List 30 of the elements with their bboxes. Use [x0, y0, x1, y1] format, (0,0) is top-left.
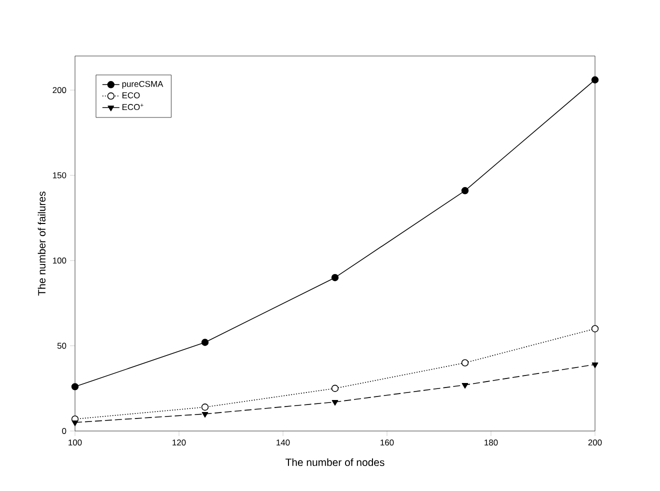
point — [201, 338, 209, 346]
x-tick-label: 140 — [276, 440, 290, 446]
x-tick-label: 200 — [588, 440, 602, 446]
y-axis-title: The number of failures — [38, 192, 46, 296]
point — [202, 412, 208, 418]
x-tick-label: 180 — [484, 440, 498, 446]
point — [201, 404, 209, 411]
x-tick-label: 160 — [380, 440, 394, 446]
x-tick-label: 100 — [68, 440, 82, 446]
y-tick-label: 150 — [52, 172, 66, 178]
point — [71, 383, 79, 390]
point — [332, 400, 338, 406]
point — [461, 187, 469, 194]
point — [331, 384, 339, 392]
point — [461, 359, 469, 366]
point — [592, 362, 598, 368]
y-tick-label: 200 — [52, 87, 66, 94]
legend-label: ECO — [122, 92, 140, 98]
y-tick-label: 100 — [52, 258, 66, 264]
x-tick-label: 120 — [172, 440, 186, 446]
x-axis-title: The number of nodes — [286, 458, 384, 466]
y-tick-label: 0 — [62, 428, 66, 434]
legend-label: pureCSMA — [122, 80, 164, 89]
point — [462, 382, 468, 389]
point — [591, 76, 599, 84]
point — [72, 420, 78, 426]
y-tick-label: 50 — [57, 342, 66, 349]
legend-label: ECO$^{+}$ — [122, 104, 144, 110]
point — [331, 274, 339, 282]
point — [591, 325, 599, 332]
